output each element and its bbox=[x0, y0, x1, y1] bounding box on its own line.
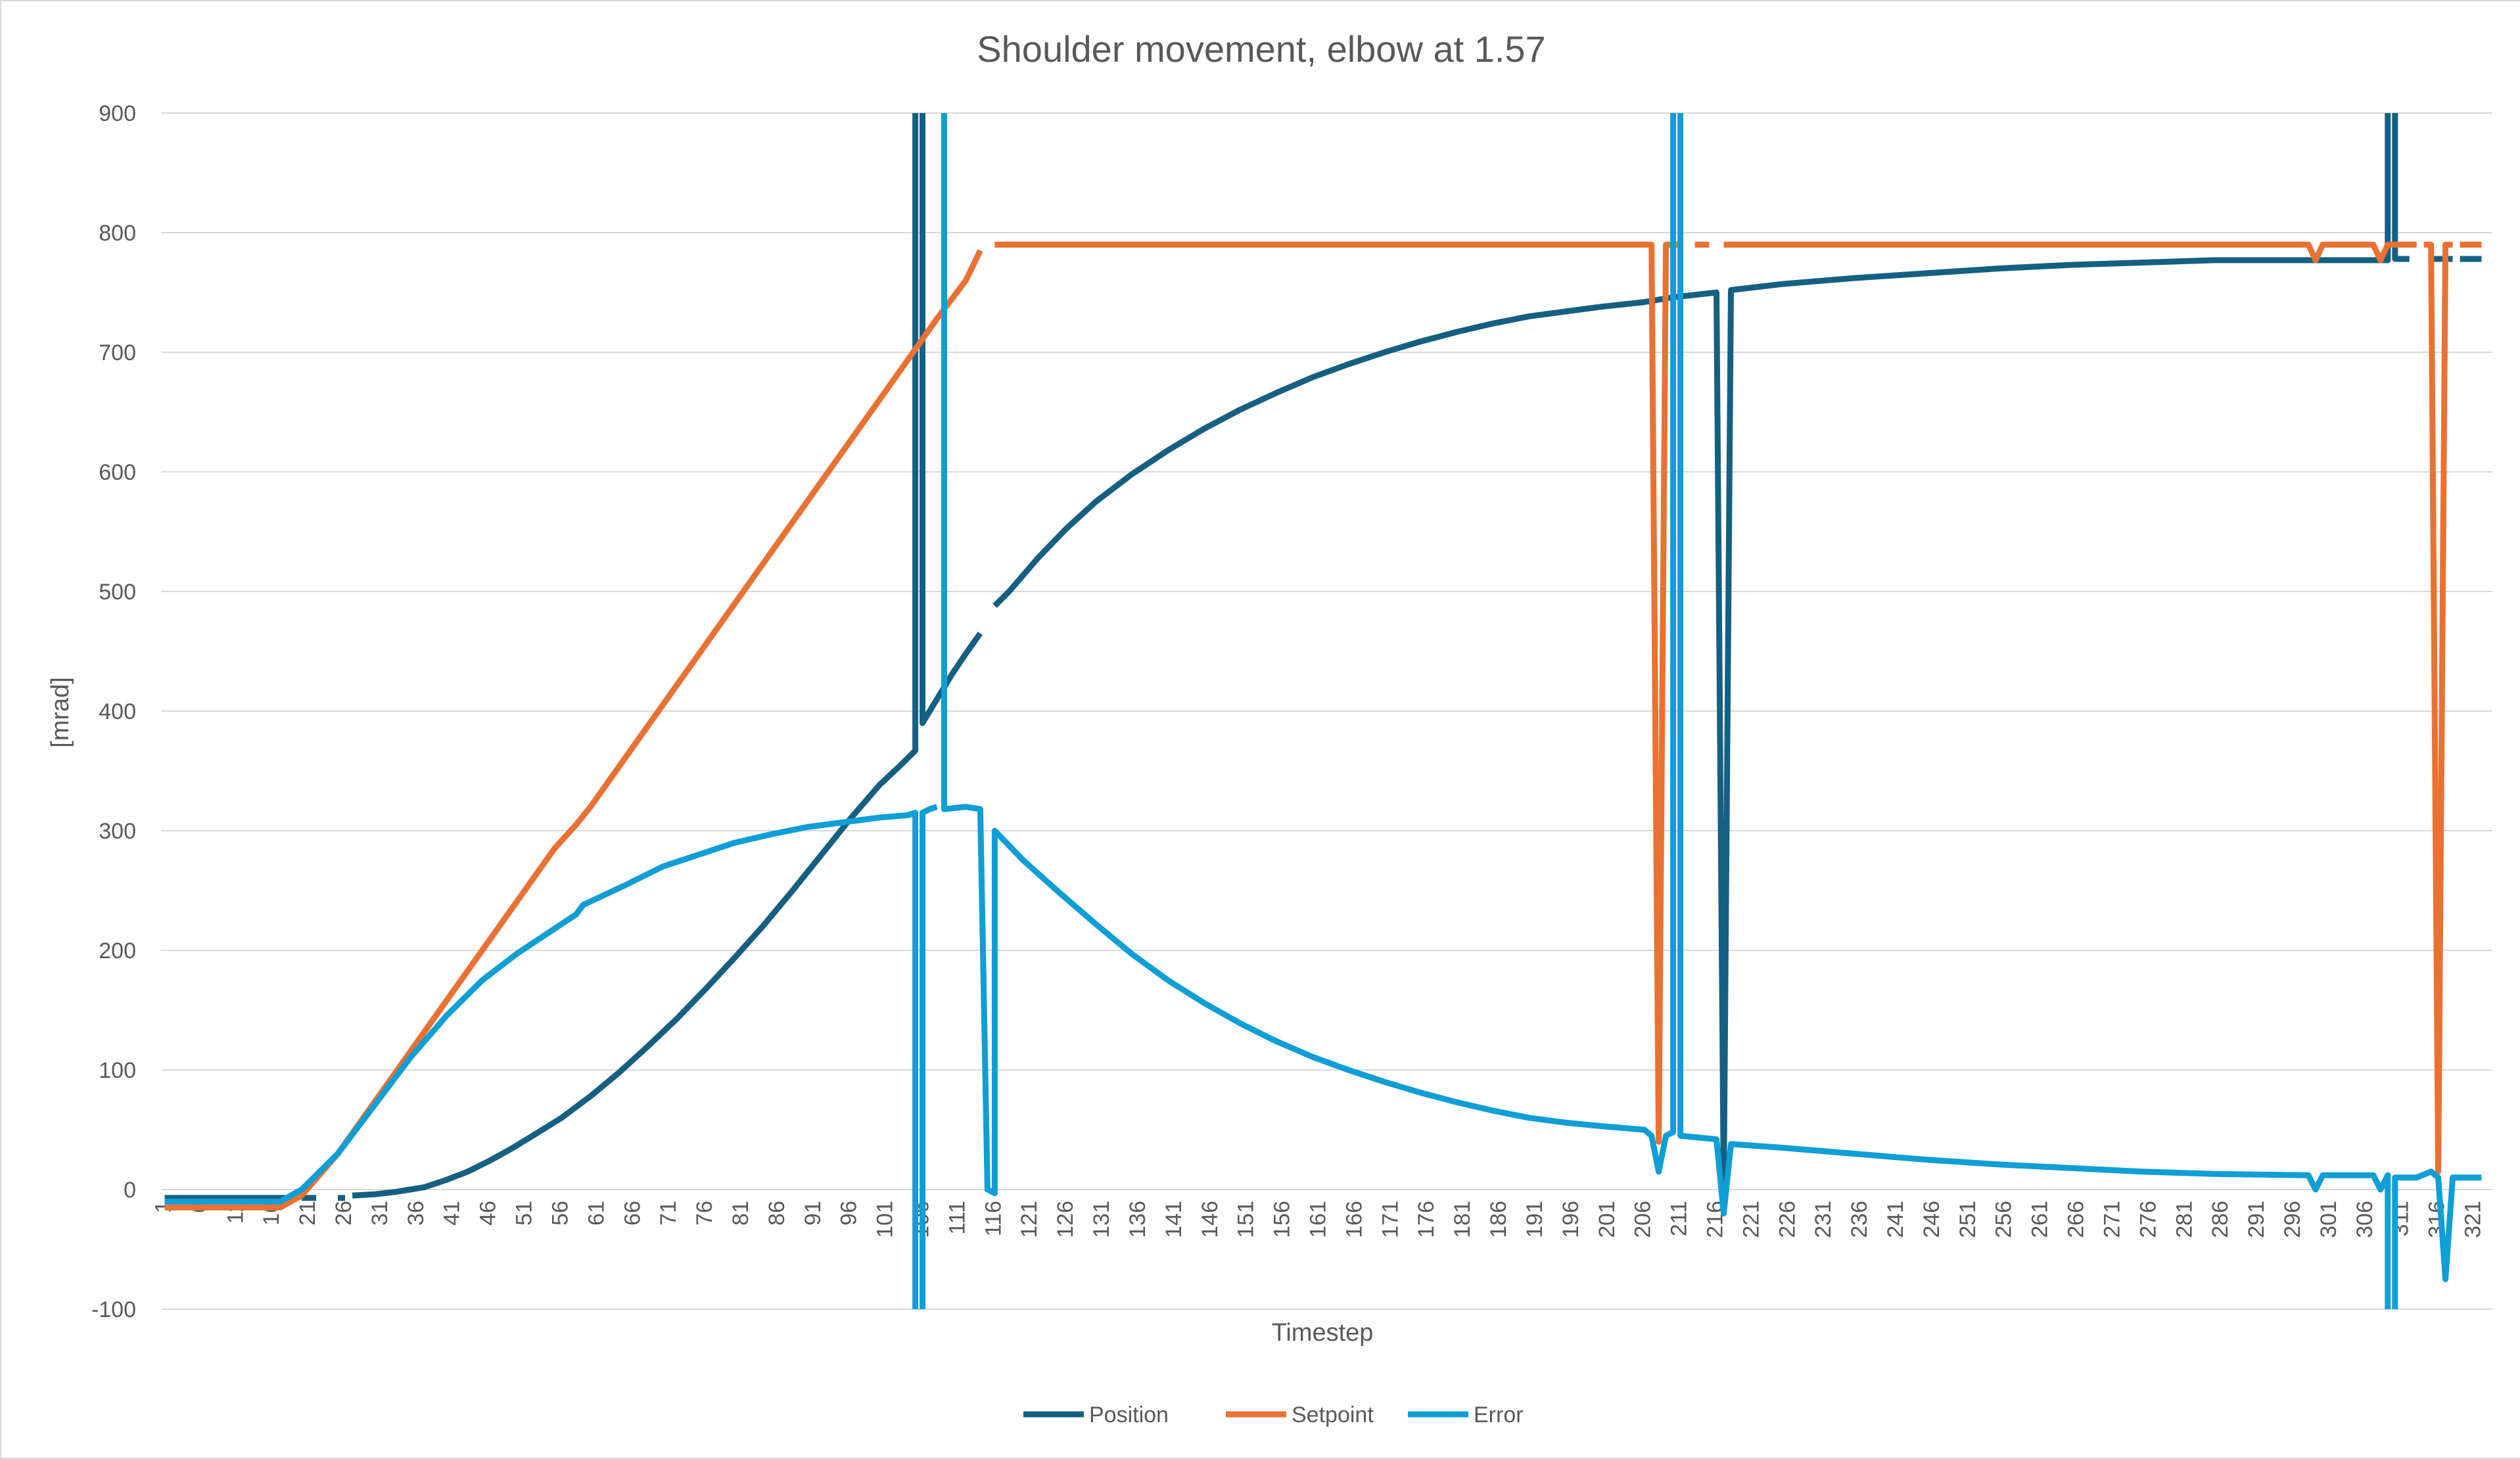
series-line-position bbox=[164, 113, 2482, 1201]
x-tick-label: 281 bbox=[2172, 1201, 2197, 1238]
y-tick-label: 300 bbox=[99, 819, 136, 844]
x-tick-label: 306 bbox=[2352, 1201, 2377, 1238]
x-tick-label: 101 bbox=[873, 1201, 898, 1238]
x-tick-label: 296 bbox=[2280, 1201, 2305, 1238]
x-tick-label: 316 bbox=[2425, 1201, 2450, 1238]
x-tick-label: 21 bbox=[295, 1201, 320, 1226]
x-tick-label: 136 bbox=[1125, 1201, 1150, 1238]
x-tick-label: 191 bbox=[1522, 1201, 1547, 1238]
x-tick-label: 161 bbox=[1306, 1201, 1331, 1238]
y-tick-label: 500 bbox=[99, 580, 136, 605]
x-tick-label: 286 bbox=[2208, 1201, 2233, 1238]
x-tick-label: 321 bbox=[2461, 1201, 2486, 1238]
x-tick-label: 261 bbox=[2028, 1201, 2053, 1238]
x-tick-label: 56 bbox=[548, 1201, 572, 1226]
legend-label-error: Error bbox=[1474, 1402, 1524, 1427]
x-tick-label: 146 bbox=[1198, 1201, 1223, 1238]
x-tick-label: 246 bbox=[1919, 1201, 1944, 1238]
y-tick-label: 900 bbox=[99, 101, 136, 126]
x-tick-label: 231 bbox=[1811, 1201, 1836, 1238]
legend-label-position: Position bbox=[1089, 1402, 1169, 1427]
x-tick-label: 71 bbox=[656, 1201, 681, 1226]
y-axis-label: [mrad] bbox=[47, 677, 74, 748]
x-tick-label: 81 bbox=[728, 1201, 753, 1226]
x-tick-label: 196 bbox=[1558, 1201, 1583, 1238]
x-tick-label: 206 bbox=[1631, 1201, 1656, 1238]
x-tick-label: 126 bbox=[1053, 1201, 1078, 1238]
x-tick-label: 186 bbox=[1486, 1201, 1511, 1238]
x-axis-ticks: 1 6 1 1 16 21 26 31 36 41 46 51 56 61 66 71 76 81 86 91 96 10… bbox=[151, 1201, 2485, 1238]
x-tick-label: 66 bbox=[620, 1201, 645, 1226]
y-tick-label: 700 bbox=[99, 340, 136, 365]
x-tick-label: 256 bbox=[1992, 1201, 2017, 1238]
y-tick-label: 400 bbox=[99, 699, 136, 724]
x-tick-label: 46 bbox=[476, 1201, 501, 1226]
x-tick-label: 201 bbox=[1595, 1201, 1620, 1238]
x-tick-label: 266 bbox=[2064, 1201, 2089, 1238]
x-tick-label: 131 bbox=[1089, 1201, 1114, 1238]
x-tick-label: 91 bbox=[801, 1201, 826, 1226]
y-tick-label: 100 bbox=[99, 1058, 136, 1083]
chart-title: Shoulder movement, elbow at 1.57 bbox=[977, 28, 1545, 70]
gridlines bbox=[161, 112, 2492, 1310]
x-tick-label: 51 bbox=[512, 1201, 537, 1226]
x-tick-label: 86 bbox=[764, 1201, 789, 1226]
legend-label-setpoint: Setpoint bbox=[1292, 1402, 1374, 1427]
x-tick-label: 251 bbox=[1955, 1201, 1980, 1238]
y-tick-label: 0 bbox=[124, 1178, 136, 1203]
x-tick-label: 221 bbox=[1738, 1201, 1763, 1238]
y-tick-label: 800 bbox=[99, 221, 136, 246]
x-tick-label: 211 bbox=[1667, 1201, 1692, 1236]
x-tick-label: 166 bbox=[1342, 1201, 1366, 1238]
x-tick-label: 151 bbox=[1234, 1201, 1259, 1238]
y-axis-ticks: -100 0 100 200 300 400 500 600 700 800 900 bbox=[91, 101, 136, 1322]
x-tick-label: 61 bbox=[584, 1201, 609, 1226]
y-tick-label: 200 bbox=[99, 938, 136, 963]
x-tick-label: 26 bbox=[331, 1201, 356, 1226]
x-tick-label: 156 bbox=[1270, 1201, 1295, 1238]
x-tick-label: 271 bbox=[2099, 1201, 2124, 1238]
x-tick-label: 121 bbox=[1017, 1201, 1042, 1238]
x-tick-label: 226 bbox=[1775, 1201, 1800, 1238]
y-tick-label: 600 bbox=[99, 460, 136, 485]
x-tick-label: 176 bbox=[1414, 1201, 1439, 1238]
series-line-error bbox=[164, 113, 2482, 1309]
x-tick-label: 171 bbox=[1378, 1201, 1403, 1238]
x-tick-label: 41 bbox=[440, 1201, 465, 1226]
x-tick-label: 141 bbox=[1161, 1201, 1186, 1238]
x-axis-label: Timestep bbox=[1272, 1319, 1374, 1347]
y-tick-label: -100 bbox=[91, 1297, 136, 1322]
x-tick-label: 96 bbox=[837, 1201, 862, 1226]
series-line-setpoint bbox=[164, 241, 2482, 1211]
x-tick-label: 116 bbox=[981, 1201, 1006, 1236]
x-tick-label: 36 bbox=[404, 1201, 429, 1226]
x-tick-label: 291 bbox=[2244, 1201, 2269, 1238]
series-lines bbox=[164, 113, 2482, 1309]
legend: Position Setpoint Error bbox=[1023, 1402, 1524, 1427]
x-tick-label: 236 bbox=[1847, 1201, 1872, 1238]
x-tick-label: 276 bbox=[2135, 1201, 2160, 1238]
x-tick-label: 111 bbox=[945, 1201, 969, 1235]
x-tick-label: 76 bbox=[692, 1201, 717, 1226]
x-tick-label: 181 bbox=[1450, 1201, 1475, 1238]
x-tick-label: 241 bbox=[1883, 1201, 1908, 1238]
x-tick-label: 301 bbox=[2316, 1201, 2341, 1238]
x-tick-label: 31 bbox=[367, 1201, 392, 1226]
